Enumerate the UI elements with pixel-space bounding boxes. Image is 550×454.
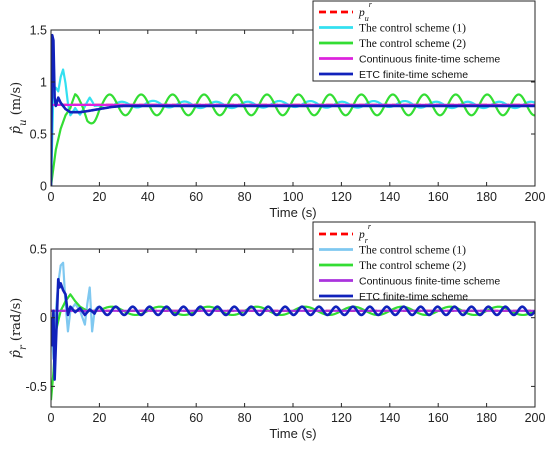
x-tick-label: 60 bbox=[189, 411, 203, 425]
legend-label-4: Continuous finite-time scheme bbox=[359, 54, 500, 66]
x-tick-label: 80 bbox=[238, 190, 252, 204]
x-tick-label: 20 bbox=[92, 190, 106, 204]
chart-panel-2: 0 20 40 60 80 100 120 140 160 180 200 -0.5 0 0.5 Time … bbox=[9, 221, 546, 441]
x-tick-label: 20 bbox=[92, 411, 106, 425]
series-line-5 bbox=[51, 33, 535, 186]
y-tick-label: 1.5 bbox=[30, 24, 47, 38]
y-tick-label: 0 bbox=[40, 311, 47, 325]
y-axis-label: p̂r (rad/s) bbox=[9, 298, 29, 359]
y-tick-label: 0.5 bbox=[30, 128, 47, 142]
legend-label-1: prr bbox=[358, 222, 372, 245]
x-tick-label: 200 bbox=[525, 411, 546, 425]
legend-label-5: ETC finite-time scheme bbox=[359, 69, 468, 81]
chart-panel-1: 0 20 40 60 80 100 120 140 160 180 200 0 0.5 1 1.5 Time … bbox=[9, 0, 545, 220]
legend-box bbox=[312, 221, 536, 301]
x-tick-label: 140 bbox=[379, 190, 400, 204]
legend-label-2: The control scheme (1) bbox=[359, 23, 466, 35]
x-tick-label: 0 bbox=[48, 190, 55, 204]
x-tick-label: 80 bbox=[238, 411, 252, 425]
x-tick-label: 160 bbox=[428, 411, 449, 425]
legend-label-4: Continuous finite-time scheme bbox=[359, 276, 500, 288]
series-line-3 bbox=[51, 93, 535, 186]
y-tick-label: 0.5 bbox=[30, 243, 47, 257]
legend-label-1: pur bbox=[358, 0, 373, 23]
x-tick-label: 120 bbox=[331, 411, 352, 425]
series-line-5 bbox=[51, 277, 535, 381]
legend-label-3: The control scheme (2) bbox=[359, 260, 466, 272]
x-tick-label: 180 bbox=[476, 190, 497, 204]
x-tick-label: 60 bbox=[189, 190, 203, 204]
x-axis-label: Time (s) bbox=[269, 426, 316, 441]
x-tick-label: 100 bbox=[283, 411, 304, 425]
x-tick-label: 100 bbox=[283, 190, 304, 204]
x-tick-label: 120 bbox=[331, 190, 352, 204]
legend-label-3: The control scheme (2) bbox=[359, 38, 466, 50]
legend-label-2: The control scheme (1) bbox=[359, 245, 466, 257]
x-tick-label: 140 bbox=[379, 411, 400, 425]
series-group bbox=[51, 33, 535, 186]
x-tick-label: 180 bbox=[476, 411, 497, 425]
series-line-2 bbox=[51, 68, 535, 186]
x-tick-label: 160 bbox=[428, 190, 449, 204]
series-group bbox=[51, 261, 535, 401]
x-tick-label: 200 bbox=[525, 190, 546, 204]
x-tick-label: 40 bbox=[141, 190, 155, 204]
x-tick-label: 40 bbox=[141, 411, 155, 425]
y-tick-label: 1 bbox=[40, 76, 47, 90]
y-tick-label: 0 bbox=[40, 180, 47, 194]
x-axis-label: Time (s) bbox=[269, 205, 316, 220]
y-tick-label: -0.5 bbox=[25, 380, 47, 394]
x-tick-label: 0 bbox=[48, 411, 55, 425]
legend-box bbox=[312, 0, 536, 82]
legend-label-5: ETC finite-time scheme bbox=[359, 291, 468, 303]
y-axis-label: p̂u (m/s) bbox=[9, 82, 29, 134]
